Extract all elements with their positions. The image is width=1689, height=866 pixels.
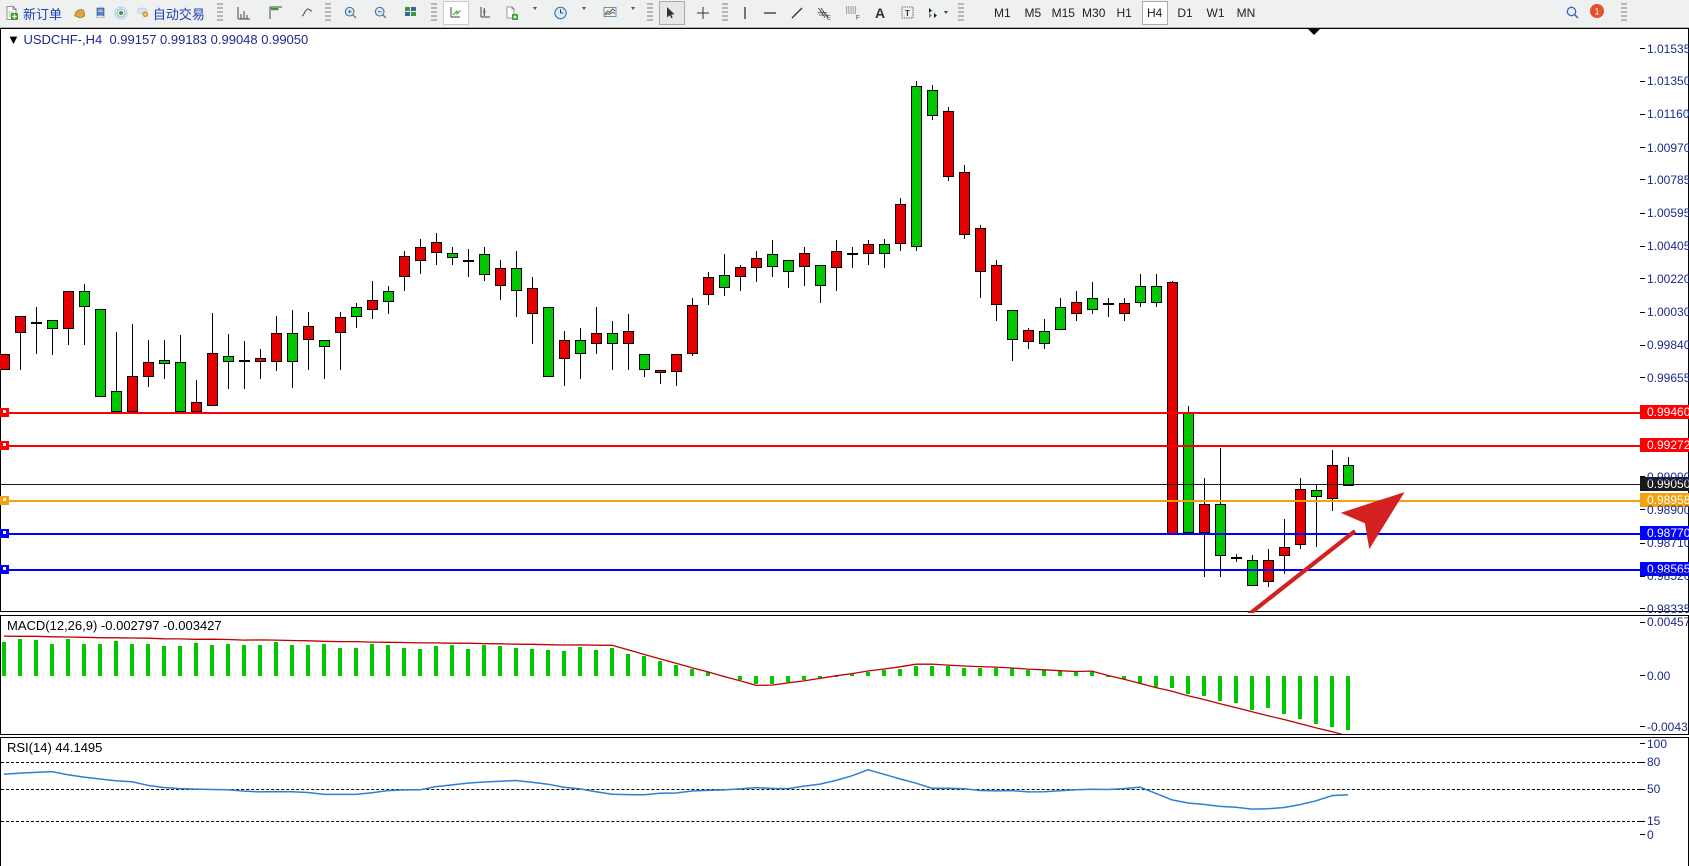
svg-text:T: T <box>905 9 910 18</box>
svg-text:1: 1 <box>1594 7 1599 17</box>
svg-text:E: E <box>827 16 831 22</box>
svg-text:F: F <box>856 16 860 22</box>
